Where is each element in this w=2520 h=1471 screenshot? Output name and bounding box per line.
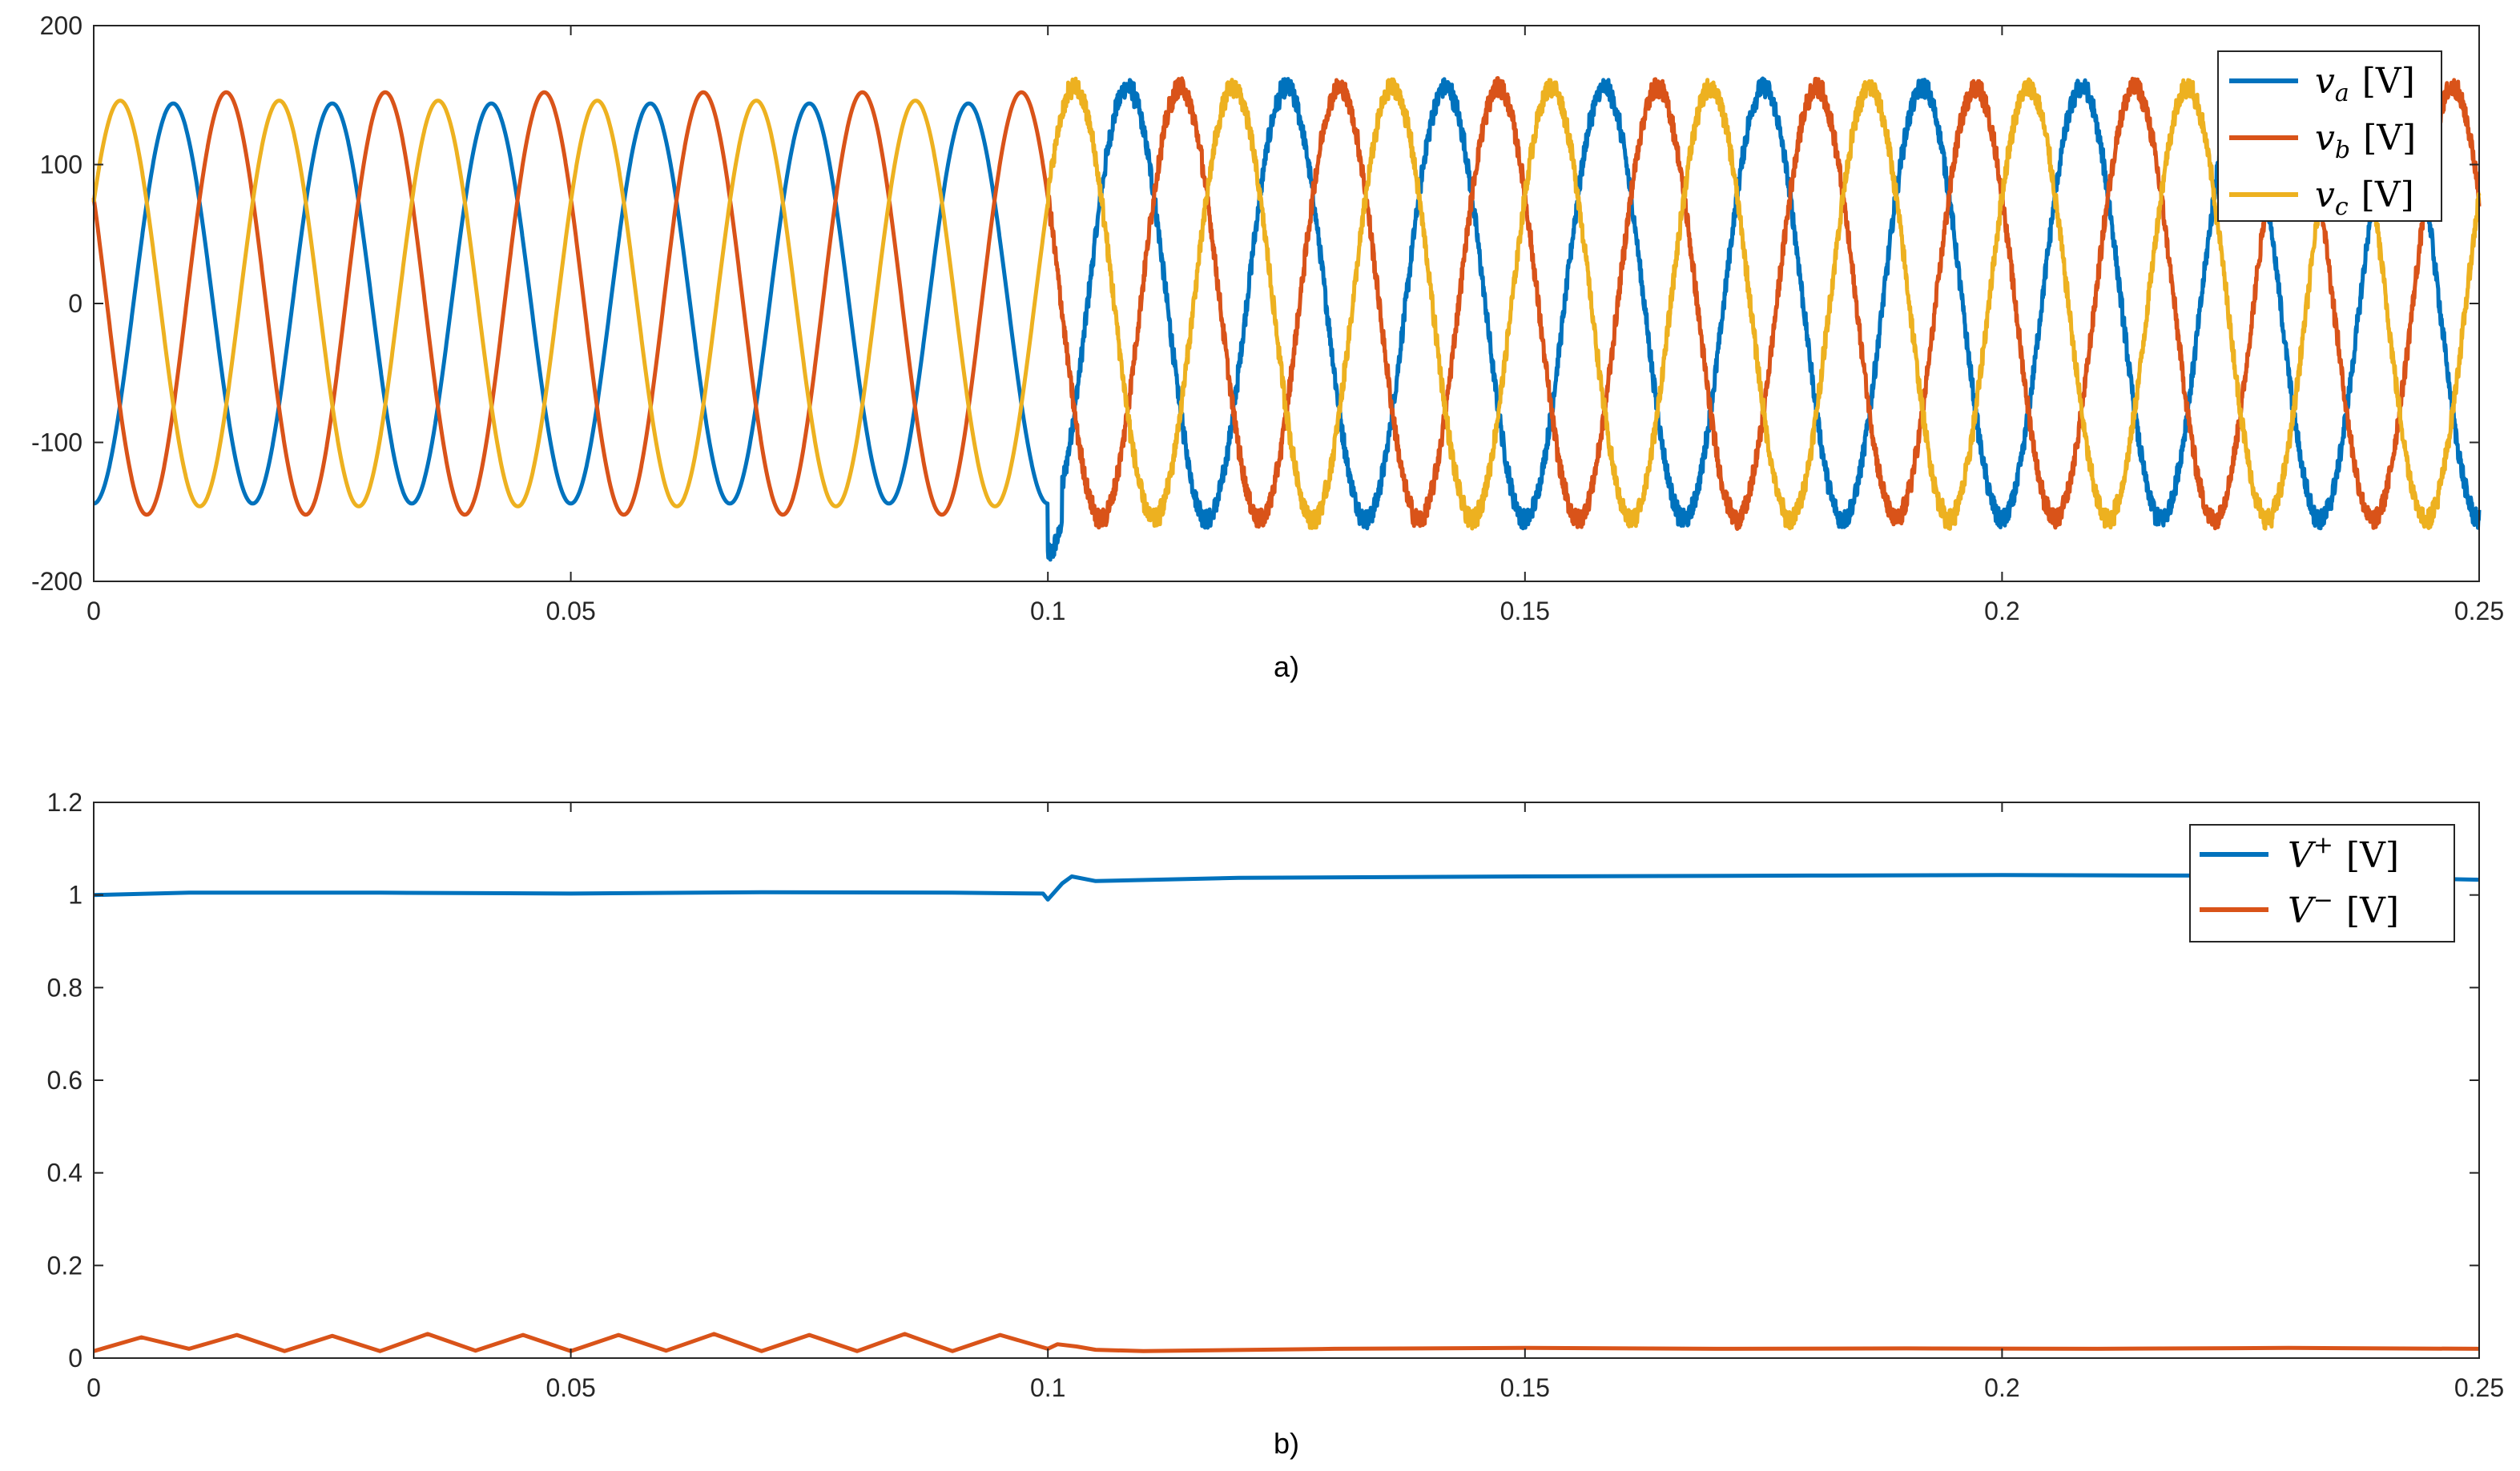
legend-vc-label: vc [V] xyxy=(2315,175,2414,221)
x-tick-label: 0.05 xyxy=(545,1373,595,1402)
chart-a-series-group xyxy=(91,76,2482,562)
legend-va-subscript: a xyxy=(2335,79,2349,107)
y-tick-label: 0.6 xyxy=(47,1066,83,1095)
legend-vb-subscript: b xyxy=(2335,136,2350,164)
legend-vc-subscript: c xyxy=(2335,193,2349,221)
chart-b-plot-area xyxy=(94,802,2479,1358)
legend-vplus-superscript: + xyxy=(2313,831,2333,859)
legend-vc-symbol: v xyxy=(2315,175,2335,215)
x-tick-label: 0.05 xyxy=(545,597,595,625)
y-tick-label: 0.4 xyxy=(47,1159,83,1188)
y-tick-label: 1.2 xyxy=(47,788,83,817)
x-tick-label: 0.25 xyxy=(2454,597,2504,625)
chart-b-caption: b) xyxy=(1274,1427,1299,1460)
y-tick-label: 0 xyxy=(68,1344,83,1373)
legend-vplus-symbol: V xyxy=(2288,835,2317,876)
y-tick-label: 0.2 xyxy=(47,1251,83,1280)
legend-vminus-symbol: V xyxy=(2288,890,2317,931)
legend-vc-unit: [V] xyxy=(2361,175,2414,215)
legend-va-label: va [V] xyxy=(2315,61,2415,107)
chart-a-ticks: 0 0.05 0.1 0.15 0.2 0.25 -200 -100 0 100 200 xyxy=(31,11,2504,625)
x-tick-label: 0.1 xyxy=(1030,1373,1065,1402)
y-tick-label: 200 xyxy=(40,11,83,40)
legend-va-unit: [V] xyxy=(2362,61,2415,102)
legend-vminus-label: V− [V] xyxy=(2288,886,2399,931)
y-tick-label: 0.8 xyxy=(47,973,83,1002)
legend-va-symbol: v xyxy=(2315,61,2335,102)
x-tick-label: 0.15 xyxy=(1500,597,1550,625)
series-line-vminus xyxy=(93,1332,2480,1353)
legend-vb-symbol: v xyxy=(2315,118,2335,159)
y-tick-label: 0 xyxy=(68,289,83,318)
series-line-a xyxy=(92,76,2482,562)
x-tick-label: 0.2 xyxy=(1984,1373,2019,1402)
chart-b-ticks: 0 0.05 0.1 0.15 0.2 0.25 0 0.2 0.4 0.6 0.8 1 1.2 xyxy=(47,788,2505,1402)
chart-a-legend: va [V] vb [V] vc [V] xyxy=(2217,50,2442,222)
legend-vminus-superscript: − xyxy=(2313,886,2333,914)
chart-b-legend-box xyxy=(2189,824,2455,942)
x-tick-label: 0.25 xyxy=(2454,1373,2504,1402)
chart-a-caption: a) xyxy=(1274,650,1299,683)
y-tick-label: 100 xyxy=(40,151,83,179)
chart-a-plot-area xyxy=(94,26,2479,581)
legend-vminus-unit: [V] xyxy=(2346,890,2399,931)
legend-vplus-unit: [V] xyxy=(2346,835,2399,876)
y-tick-label: 1 xyxy=(68,881,83,910)
y-tick-label: -200 xyxy=(31,567,83,596)
series-line-c xyxy=(91,76,2482,531)
chart-b-legend: V+ [V] V− [V] xyxy=(2189,824,2455,942)
x-tick-label: 0.15 xyxy=(1500,1373,1550,1402)
y-tick-label: -100 xyxy=(31,428,83,457)
legend-vb-unit: [V] xyxy=(2363,118,2416,159)
x-tick-label: 0 xyxy=(87,597,101,625)
x-tick-label: 0.1 xyxy=(1030,597,1065,625)
legend-vplus-label: V+ [V] xyxy=(2288,831,2399,876)
legend-vb-label: vb [V] xyxy=(2315,118,2416,164)
x-tick-label: 0 xyxy=(87,1373,101,1402)
x-tick-label: 0.2 xyxy=(1984,597,2019,625)
